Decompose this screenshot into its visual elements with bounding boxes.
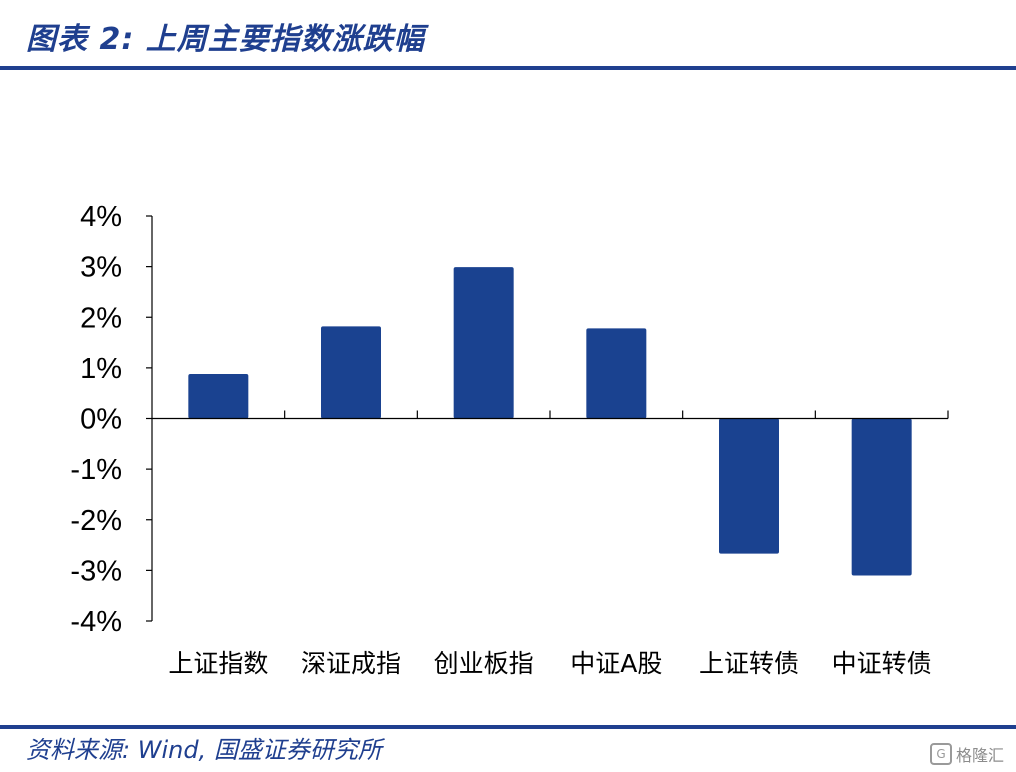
y-tick-label: -4% (70, 606, 122, 638)
bar-5 (719, 418, 779, 554)
page-title: 图表 2: 上周主要指数涨跌幅 (26, 22, 425, 57)
x-category-label: 上证指数 (168, 649, 268, 678)
x-category-label: 深证成指 (301, 649, 401, 678)
bar-3 (453, 267, 514, 419)
x-category-label: 中证A股 (570, 649, 662, 678)
y-tick-label: 4% (80, 201, 122, 233)
watermark-text: 格隆汇 (955, 746, 1004, 765)
y-tick-label: 0% (80, 404, 122, 436)
y-tick-label: -1% (70, 454, 122, 486)
y-tick-label: 2% (80, 302, 122, 334)
watermark: G 格隆汇 (929, 742, 1004, 766)
y-tick-label: 3% (80, 252, 122, 284)
footer-divider (0, 725, 1016, 729)
bar-2 (321, 326, 381, 419)
watermark-logo-icon: G (929, 743, 952, 765)
bar-6 (851, 418, 912, 576)
bar-chart: 4% 3% 2% 1% 0% -1% -2% -3% -4% 上证指数 深证成指 创业板指 中证A股 上证… (70, 201, 949, 678)
header-divider (0, 66, 1016, 70)
y-tick-label: -2% (70, 505, 122, 537)
y-tick-label: 1% (80, 353, 122, 385)
x-category-label: 创业板指 (434, 649, 534, 678)
y-tick-label: -3% (70, 555, 122, 587)
source-note: 资料来源: Wind, 国盛证券研究所 (26, 736, 382, 764)
x-category-label: 中证转债 (832, 649, 932, 678)
bar-4 (586, 328, 647, 419)
bar-1 (188, 373, 249, 419)
x-category-label: 上证转债 (699, 649, 799, 678)
